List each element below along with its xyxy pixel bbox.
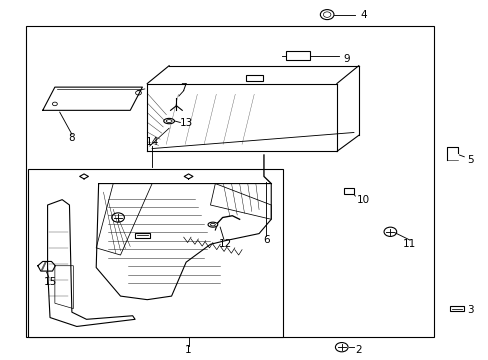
Bar bbox=[449, 306, 463, 311]
Text: 4: 4 bbox=[360, 10, 366, 19]
Bar bbox=[343, 188, 354, 194]
Ellipse shape bbox=[207, 222, 217, 227]
Text: 7: 7 bbox=[180, 83, 186, 93]
Ellipse shape bbox=[163, 118, 174, 124]
Text: 11: 11 bbox=[403, 239, 416, 249]
Text: 10: 10 bbox=[356, 195, 369, 204]
Bar bbox=[28, 169, 283, 337]
Text: 6: 6 bbox=[263, 235, 269, 245]
Text: 15: 15 bbox=[43, 277, 57, 287]
Bar bbox=[245, 75, 262, 81]
Text: 8: 8 bbox=[68, 133, 75, 143]
Text: 12: 12 bbox=[218, 239, 231, 249]
Ellipse shape bbox=[210, 224, 215, 226]
Bar bbox=[135, 233, 149, 238]
Text: 5: 5 bbox=[467, 156, 473, 165]
Text: 9: 9 bbox=[343, 54, 349, 64]
Text: 1: 1 bbox=[185, 345, 191, 355]
Text: 3: 3 bbox=[467, 305, 473, 315]
Ellipse shape bbox=[166, 120, 172, 122]
Text: 2: 2 bbox=[355, 345, 361, 355]
Bar bbox=[26, 26, 433, 337]
Text: 14: 14 bbox=[145, 138, 159, 148]
Bar bbox=[286, 51, 309, 60]
Text: 13: 13 bbox=[179, 118, 192, 128]
